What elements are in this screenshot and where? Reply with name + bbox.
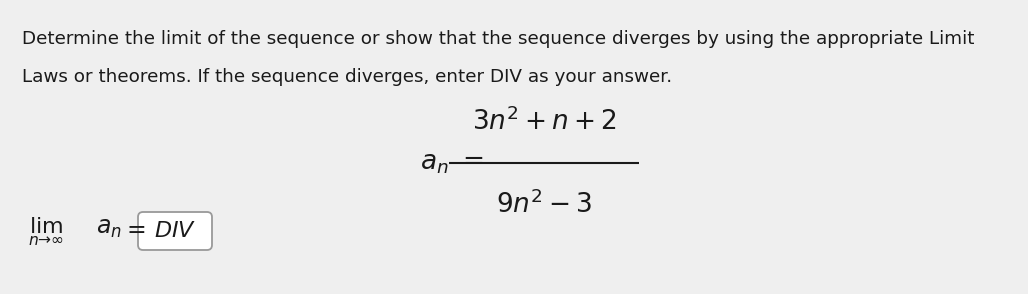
FancyBboxPatch shape <box>138 212 212 250</box>
Text: $\lim_{n \to \infty}$: $\lim_{n \to \infty}$ <box>28 216 64 248</box>
Text: $3n^2 + n + 2$: $3n^2 + n + 2$ <box>472 108 617 136</box>
Text: $9n^2 - 3$: $9n^2 - 3$ <box>495 190 592 219</box>
Text: $=$: $=$ <box>122 216 146 240</box>
Text: $a_n$: $a_n$ <box>96 216 122 240</box>
Text: Laws or theorems. If the sequence diverges, enter DIV as your answer.: Laws or theorems. If the sequence diverg… <box>22 68 672 86</box>
Text: $a_n\ =$: $a_n\ =$ <box>420 150 484 176</box>
Text: Determine the limit of the sequence or show that the sequence diverges by using : Determine the limit of the sequence or s… <box>22 30 975 48</box>
Text: $DIV$: $DIV$ <box>154 221 196 241</box>
